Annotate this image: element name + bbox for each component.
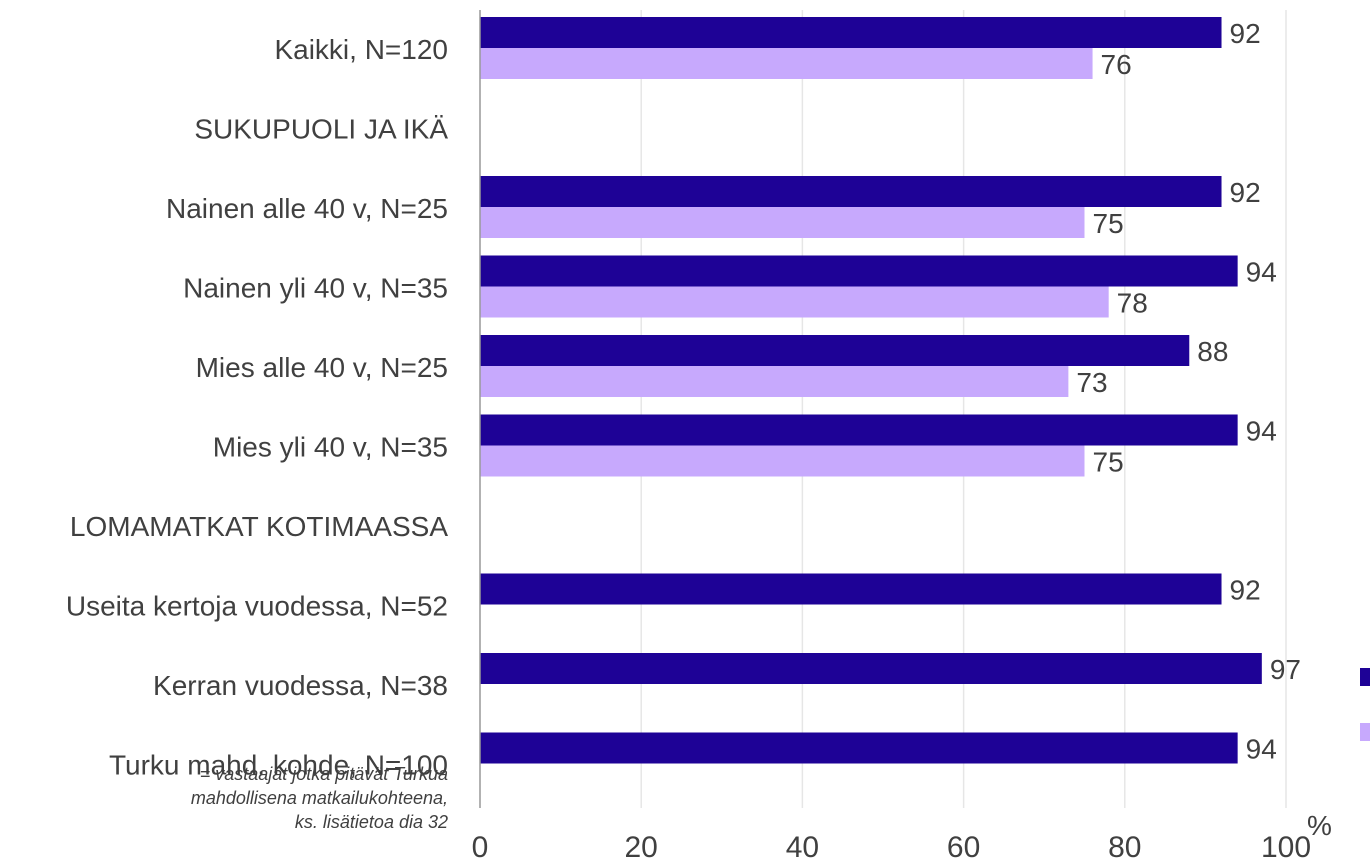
bar — [480, 573, 1222, 605]
bar — [480, 335, 1190, 366]
bar-value-label: 73 — [1076, 367, 1107, 398]
bar-value-label: 76 — [1101, 49, 1132, 80]
bar — [480, 414, 1238, 446]
category-label: Mies yli 40 v, N=35 — [213, 432, 448, 463]
bar-value-label: 92 — [1230, 177, 1261, 208]
bar-value-label: 92 — [1230, 575, 1261, 606]
bar — [480, 732, 1238, 764]
bar — [480, 653, 1262, 684]
bar — [480, 286, 1109, 318]
bar — [480, 48, 1093, 79]
bar — [480, 445, 1085, 477]
bar-value-label: 75 — [1093, 208, 1124, 239]
bar — [480, 207, 1085, 238]
category-label: Turku mahd. kohde, N=100 — [109, 750, 448, 781]
bar-value-label: 92 — [1230, 18, 1261, 49]
category-label: Kerran vuodessa, N=38 — [153, 670, 448, 701]
bar-value-label: 75 — [1093, 447, 1124, 478]
bar-value-label: 97 — [1270, 654, 1301, 685]
bar-value-label: 88 — [1197, 336, 1228, 367]
x-axis-unit-label: % — [1307, 810, 1332, 841]
x-tick-label: 40 — [786, 831, 819, 864]
footnote-line-3: ks. lisätietoa dia 32 — [295, 812, 448, 832]
category-label: Useita kertoja vuodessa, N=52 — [66, 591, 448, 622]
labels: 0 20 40 60 80 100 Kaikki, N=120 SUKUPUOLI JA IK… — [66, 18, 1311, 864]
category-label: LOMAMATKAT KOTIMAASSA — [70, 511, 448, 542]
footnote-line-1: = vastaajat jotka pitävät Turkua — [200, 764, 448, 784]
bar — [480, 176, 1222, 207]
category-label: Nainen yli 40 v, N=35 — [183, 273, 448, 304]
legend-swatch — [1360, 668, 1370, 686]
x-tick-label: 60 — [947, 831, 980, 864]
x-tick-label: 20 — [625, 831, 658, 864]
category-label: SUKUPUOLI JA IKÄ — [194, 114, 448, 145]
category-label: Mies alle 40 v, N=25 — [196, 352, 448, 383]
bar-value-label: 78 — [1117, 288, 1148, 319]
category-label: Nainen alle 40 v, N=25 — [166, 193, 448, 224]
gridlines — [640, 10, 1287, 808]
bars — [480, 17, 1262, 764]
footnote-line-2: mahdollisena matkailukohteena, — [191, 788, 448, 808]
bar-value-label: 94 — [1246, 734, 1277, 765]
bar — [480, 366, 1069, 397]
category-label: Kaikki, N=120 — [274, 34, 448, 65]
legend — [1360, 668, 1370, 741]
legend-swatch — [1360, 723, 1370, 741]
x-tick-label: 80 — [1108, 831, 1141, 864]
x-tick-label: 100 — [1261, 831, 1311, 864]
bar-value-label: 94 — [1246, 257, 1277, 288]
bar — [480, 17, 1222, 48]
bar-value-label: 94 — [1246, 416, 1277, 447]
bar — [480, 255, 1238, 287]
x-tick-label: 0 — [472, 831, 489, 864]
